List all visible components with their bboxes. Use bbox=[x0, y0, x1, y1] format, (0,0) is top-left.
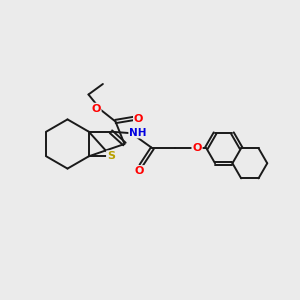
Text: NH: NH bbox=[129, 128, 147, 138]
Text: S: S bbox=[107, 151, 115, 161]
Text: O: O bbox=[192, 143, 202, 153]
Text: O: O bbox=[91, 103, 101, 114]
Text: O: O bbox=[135, 166, 144, 176]
Text: O: O bbox=[134, 113, 143, 124]
